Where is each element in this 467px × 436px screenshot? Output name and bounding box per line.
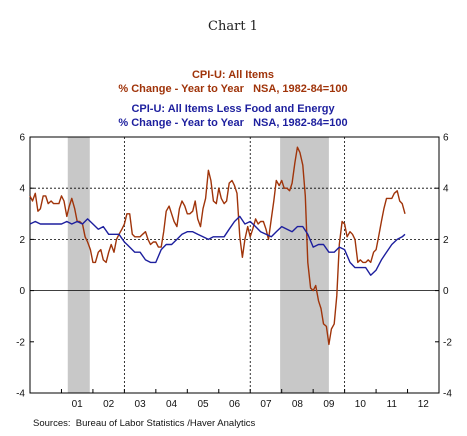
x-tick-label: 02 [103,399,115,410]
y-tick-label-right: 0 [443,286,449,297]
y-tick-label-left: 6 [19,133,25,144]
series-lines [29,146,406,346]
y-tick-label-left: 2 [19,235,25,246]
x-tick-label: 01 [72,399,84,410]
legend-series-2-line-2: % Change - Year to Year NSA, 1982-84=100 [118,117,347,129]
x-tick-label: 04 [166,399,178,410]
source-note: Sources: Bureau of Labor Statistics /Hav… [33,418,256,429]
figure-title: Chart 1 [208,19,258,34]
x-tick-label: 08 [292,399,304,410]
x-tick-label: 11 [387,399,398,410]
y-tick-label-right: -2 [443,337,452,348]
gridlines [30,137,439,393]
y-tick-label-left: 4 [19,184,25,195]
x-tick-label: 06 [229,399,241,410]
x-tick-label: 09 [323,399,335,410]
y-tick-label-left: -2 [16,337,25,348]
x-tick-label: 12 [418,399,430,410]
y-axis-ticks: -4 -4 -2 -2 0 0 2 2 4 4 6 6 [16,133,452,400]
recession-band-2 [280,137,329,393]
y-tick-label-left: 0 [19,286,25,297]
y-tick-label-right: 6 [443,133,449,144]
series-cpi-core-line [29,215,406,276]
x-axis-ticks: 01 02 03 04 05 06 07 08 09 10 11 12 [29,389,440,410]
y-tick-label-right: -4 [443,389,452,400]
legend-series-1-line-2: % Change - Year to Year NSA, 1982-84=100 [118,83,347,95]
legend-series-2-line-1: CPI-U: All Items Less Food and Energy [131,103,335,115]
x-tick-label: 07 [260,399,272,410]
plot-frame [29,136,440,394]
series-cpi-all-items-line [29,146,406,346]
y-tick-label-right: 4 [443,184,449,195]
recession-shading [67,137,329,393]
x-tick-label: 03 [135,399,147,410]
x-tick-label: 05 [197,399,209,410]
legend-series-1-line-1: CPI-U: All Items [192,69,274,81]
y-tick-label-left: -4 [16,389,25,400]
y-tick-label-right: 2 [443,235,449,246]
legend: CPI-U: All Items % Change - Year to Year… [118,69,347,129]
recession-band-1 [67,137,90,393]
x-tick-label: 10 [355,399,367,410]
